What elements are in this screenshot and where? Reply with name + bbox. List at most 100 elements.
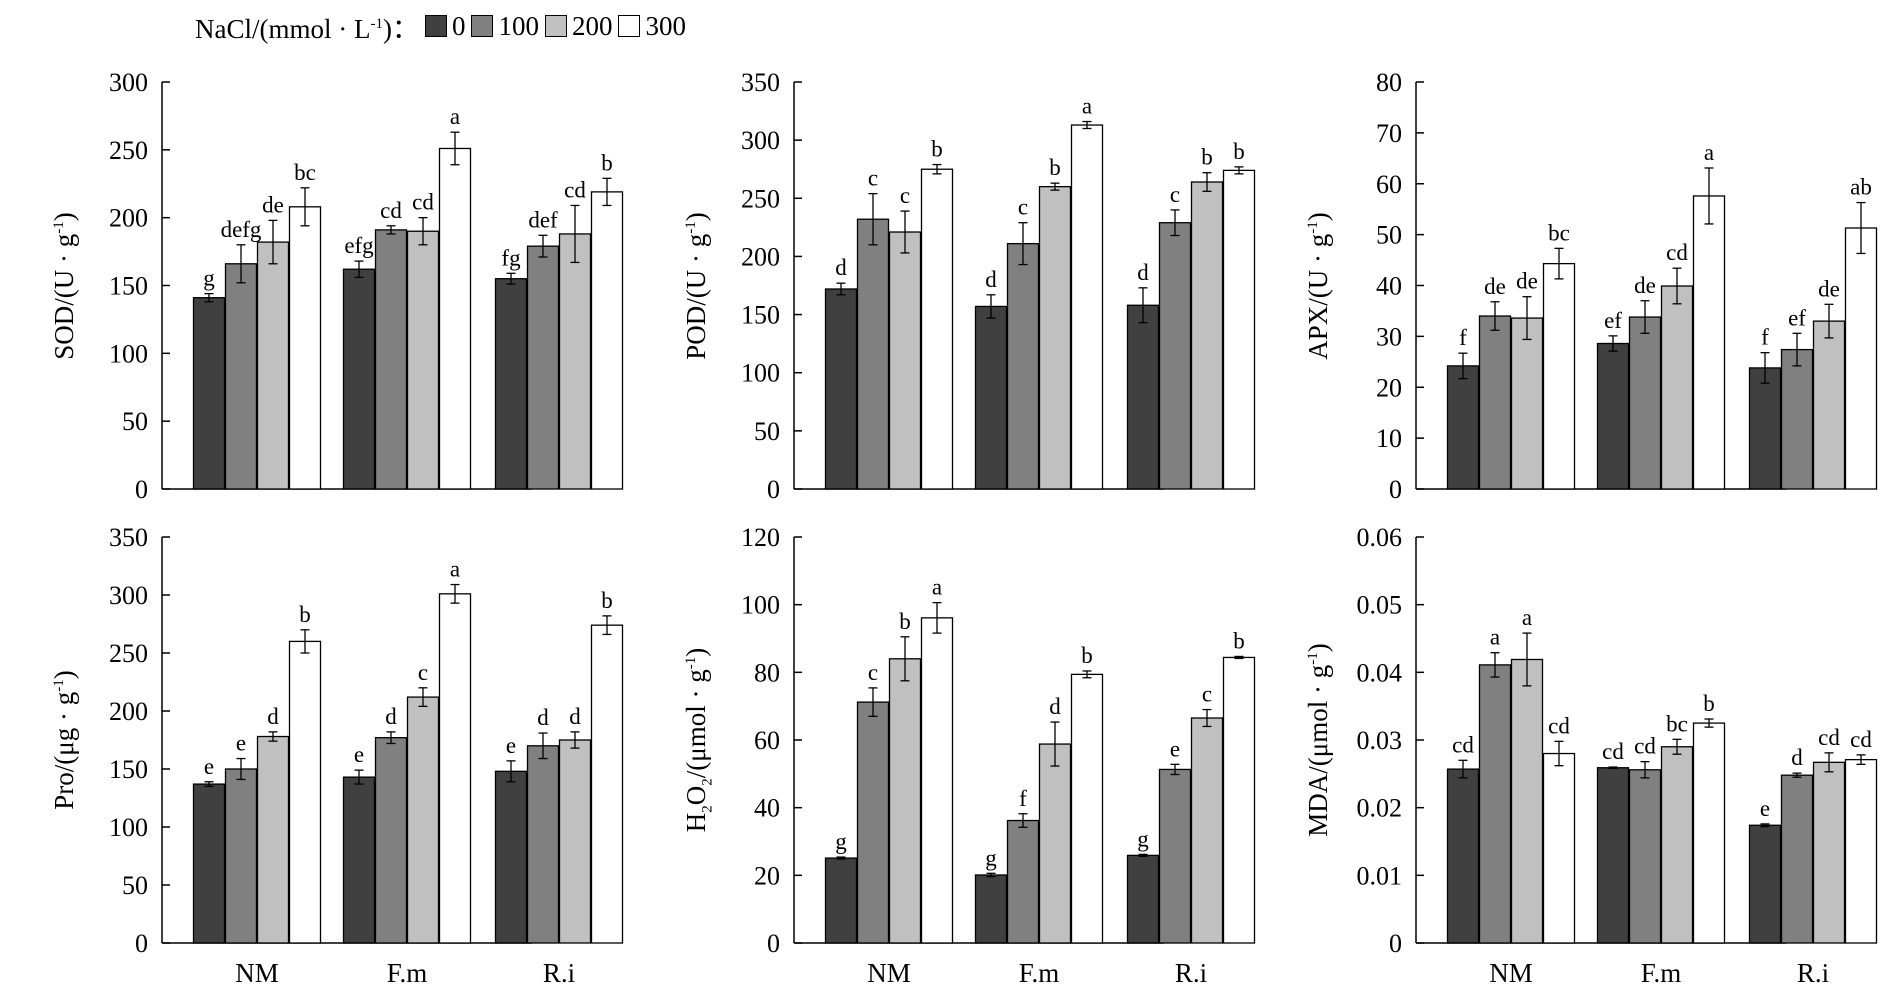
bar-NM-300 [288, 206, 322, 490]
significance-letter: cd [1666, 240, 1688, 265]
y-tick-label: 120 [741, 523, 780, 552]
significance-letter: c [900, 183, 910, 208]
bar-NM-300 [1542, 262, 1576, 490]
significance-letter: c [418, 660, 428, 685]
y-axis-label: APX/(U · g-1) [1303, 211, 1333, 360]
significance-letter: ab [1850, 175, 1872, 200]
bar-R.i-200 [1812, 320, 1846, 490]
y-tick-label: 50 [754, 417, 780, 446]
bar-F.m-100 [374, 737, 408, 944]
y-tick-label: 350 [741, 68, 780, 97]
y-tick-label: 50 [122, 871, 148, 900]
bar-NM-100 [856, 701, 890, 944]
y-tick-label: 20 [1376, 373, 1402, 402]
significance-letter: e [506, 733, 516, 758]
bar-F.m-0 [974, 305, 1008, 490]
bar-NM-100 [224, 263, 258, 490]
significance-letter: de [1484, 274, 1506, 299]
bar-R.i-100 [1158, 222, 1192, 490]
significance-letter: c [1170, 182, 1180, 207]
bar-F.m-200 [1660, 746, 1694, 944]
y-tick-label: 0.01 [1357, 861, 1403, 890]
y-tick-label: 300 [741, 126, 780, 155]
y-tick-label: 0 [135, 929, 148, 958]
y-tick-label: 300 [109, 581, 148, 610]
bar-R.i-0 [494, 770, 528, 944]
legend-swatch-300 [618, 15, 641, 37]
significance-letter: cd [380, 198, 402, 223]
bar-NM-0 [192, 297, 226, 490]
y-tick-label: 200 [109, 204, 148, 233]
significance-letter: a [1704, 140, 1714, 165]
significance-letter: c [868, 166, 878, 191]
y-tick-label: 0 [135, 475, 148, 504]
significance-letter: b [1703, 691, 1715, 716]
bar-F.m-300 [438, 147, 472, 490]
y-tick-label: 60 [1376, 170, 1402, 199]
significance-letter: b [1201, 145, 1213, 170]
bar-F.m-100 [1006, 819, 1040, 944]
y-tick-label: 70 [1376, 119, 1402, 148]
significance-letter: bc [1548, 220, 1570, 245]
significance-letter: cd [1452, 732, 1474, 757]
bar-F.m-0 [974, 874, 1008, 944]
bar-NM-200 [256, 241, 290, 490]
bar-R.i-300 [1222, 169, 1256, 490]
bar-NM-0 [1446, 768, 1480, 944]
bar-R.i-200 [558, 233, 592, 490]
significance-letter: defg [221, 217, 262, 242]
significance-letter: b [1049, 155, 1061, 180]
significance-letter: b [1233, 628, 1245, 653]
significance-letter: ef [1788, 305, 1806, 330]
y-tick-label: 0.02 [1357, 794, 1403, 823]
y-tick-label: 250 [109, 136, 148, 165]
y-tick-label: 50 [122, 407, 148, 436]
bar-F.m-200 [1038, 743, 1072, 944]
y-tick-label: 0 [767, 929, 780, 958]
significance-letter: cd [564, 177, 586, 202]
significance-letter: f [1459, 325, 1467, 350]
bar-R.i-0 [1126, 304, 1160, 490]
y-tick-label: 200 [741, 242, 780, 271]
y-tick-label: 80 [1376, 68, 1402, 97]
bar-R.i-0 [494, 278, 528, 490]
bar-R.i-300 [590, 191, 624, 490]
y-tick-label: 250 [741, 184, 780, 213]
significance-letter: b [1233, 139, 1245, 164]
y-tick-label: 0.04 [1357, 658, 1403, 687]
significance-letter: e [236, 731, 246, 756]
legend-swatch-200 [544, 15, 567, 37]
bar-F.m-200 [406, 696, 440, 944]
y-tick-label: 0.05 [1357, 591, 1403, 620]
bar-F.m-200 [406, 230, 440, 490]
y-tick-label: 30 [1376, 322, 1402, 351]
significance-letter: c [868, 660, 878, 685]
significance-letter: d [835, 255, 847, 280]
bar-R.i-200 [1190, 717, 1224, 944]
bar-R.i-0 [1748, 824, 1782, 944]
legend-label-100: 100 [498, 10, 539, 41]
y-tick-label: 100 [741, 359, 780, 388]
bar-NM-200 [1510, 317, 1544, 490]
bar-NM-100 [856, 218, 890, 490]
bar-R.i-100 [1780, 348, 1814, 490]
y-tick-label: 10 [1376, 424, 1402, 453]
significance-letter: cd [412, 190, 434, 215]
significance-letter: d [569, 704, 581, 729]
significance-letter: c [1202, 682, 1212, 707]
bar-NM-100 [1478, 664, 1512, 944]
y-tick-label: 200 [109, 697, 148, 726]
y-axis-label: SOD/(U · g-1) [49, 211, 79, 360]
bar-F.m-200 [1660, 285, 1694, 490]
bar-NM-0 [192, 783, 226, 944]
bar-NM-0 [1446, 365, 1480, 490]
x-category-label: R.i [543, 958, 575, 988]
significance-letter: cd [1850, 727, 1872, 752]
legend-item-200: 200 [544, 11, 612, 42]
bar-NM-200 [256, 735, 290, 944]
significance-letter: b [601, 588, 613, 613]
